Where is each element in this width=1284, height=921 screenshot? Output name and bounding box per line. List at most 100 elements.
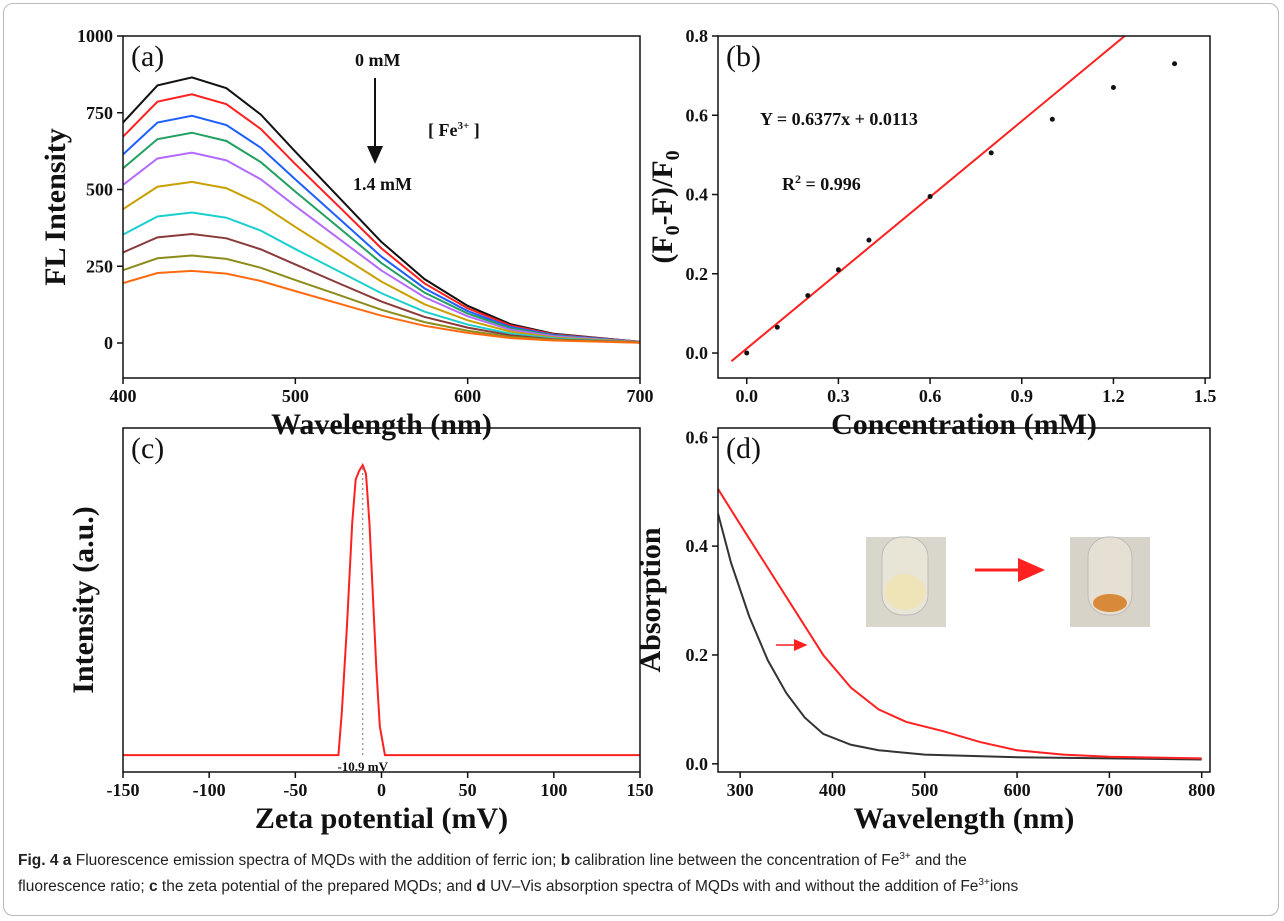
annotation-part: = 0.996: [801, 174, 861, 194]
panel-label: (a): [131, 40, 164, 73]
annotation-part: 3+: [457, 120, 469, 132]
annotation: 0 mM: [355, 50, 400, 70]
annotation-part: 2: [795, 172, 801, 186]
data-point: [774, 324, 780, 330]
series-line: [123, 254, 640, 344]
series-line: [123, 269, 640, 344]
caption-part: fluorescence ratio;: [18, 878, 149, 896]
axes-box: [717, 427, 1211, 773]
plot-area: [123, 462, 640, 757]
figure: 0 mM 1.4 mM [ Fe3+ ] Y = 0.6377x + 0.011…: [39, 26, 1217, 835]
caption-part: and the: [910, 852, 967, 870]
annotation-part: [ Fe: [428, 120, 457, 140]
series-line: [123, 76, 640, 343]
x-tick-label: 600: [1004, 780, 1031, 800]
label-part: (F: [646, 235, 679, 263]
x-axis-label: Zeta potential (mV): [255, 802, 508, 835]
caption-part: UV–Vis absorption spectra of MQDs with a…: [485, 878, 979, 896]
photo-after: [1070, 536, 1150, 627]
y-tick-label: 0.2: [686, 645, 709, 665]
x-axis-label: Wavelength (nm): [271, 408, 492, 441]
caption-label: Fig. 4: [18, 852, 59, 870]
series-line: [718, 513, 1202, 761]
y-axis-label: Absorption: [634, 527, 667, 672]
caption-part: c: [148, 878, 158, 896]
x-tick-label: 700: [1096, 780, 1123, 800]
x-tick-label: 500: [282, 386, 309, 406]
x-axis-label: Concentration (mM): [831, 408, 1097, 441]
data-point: [1049, 116, 1055, 122]
y-tick-label: 250: [86, 256, 113, 276]
data-point: [835, 267, 841, 273]
panel-label: (d): [726, 432, 761, 465]
caption-part: Fluorescence emission spectra of MQDs wi…: [71, 852, 561, 870]
caption-part: b: [560, 852, 571, 870]
y-tick-label: 500: [86, 180, 113, 200]
series-line: [123, 131, 640, 344]
x-tick-label: 100: [540, 780, 567, 800]
x-tick-label: 50: [459, 780, 477, 800]
annotation: 1.4 mM: [353, 174, 412, 194]
label-part: 0: [662, 150, 684, 160]
data-point: [988, 150, 994, 156]
y-tick-label: 0.0: [686, 754, 709, 774]
data-point: [744, 350, 750, 356]
plot-area: [730, 36, 1178, 362]
x-tick-label: 300: [727, 780, 754, 800]
series-line: [123, 233, 640, 344]
x-tick-label: 700: [627, 386, 654, 406]
series-line: [123, 462, 640, 757]
series-line: [123, 211, 640, 344]
y-tick-label: 0.4: [686, 185, 709, 205]
caption-part: a: [62, 852, 72, 870]
x-tick-label: 0.0: [735, 386, 758, 406]
data-point: [805, 293, 811, 299]
y-axis-label: Intensity (a.u.): [67, 506, 100, 694]
series-line: [123, 151, 640, 344]
data-point: [866, 237, 872, 243]
x-tick-label: 400: [110, 386, 137, 406]
y-tick-label: 0.0: [686, 343, 709, 363]
x-tick-label: 150: [627, 780, 654, 800]
x-tick-label: 1.2: [1102, 386, 1125, 406]
caption-part: the zeta potential of the prepared MQDs;…: [157, 878, 477, 896]
x-tick-label: 600: [454, 386, 481, 406]
x-tick-label: 0.9: [1011, 386, 1034, 406]
axes-box: [122, 35, 641, 379]
series-line: [718, 488, 1202, 760]
y-tick-label: 1000: [77, 26, 113, 46]
label-part: -F)/F: [646, 160, 679, 225]
x-tick-label: 1.5: [1194, 386, 1217, 406]
x-tick-label: -150: [107, 780, 140, 800]
caption-part: calibration line between the concentrati…: [570, 852, 900, 870]
series-line: [123, 114, 640, 343]
data-point: [1110, 85, 1116, 91]
y-tick-label: 0.2: [686, 264, 709, 284]
caption-part: 3+: [899, 851, 911, 862]
y-tick-label: 0.6: [686, 427, 709, 447]
data-point: [1172, 61, 1178, 67]
axes-box: [122, 427, 641, 773]
x-tick-label: 0.3: [827, 386, 850, 406]
y-tick-label: 0: [104, 333, 113, 353]
y-tick-label: 0.4: [686, 536, 709, 556]
caption: Fig. 4 a Fluorescence emission spectra o…: [18, 846, 1268, 898]
annotation: [ Fe3+ ]: [428, 120, 480, 140]
annotation-part: ]: [469, 120, 480, 140]
photo-before: [866, 536, 946, 627]
plot-area: [123, 76, 640, 344]
caption-part: d: [476, 878, 486, 896]
x-tick-label: -50: [283, 780, 307, 800]
caption-part: 3+: [978, 877, 990, 889]
y-tick-label: 0.6: [686, 105, 709, 125]
label-part: 0: [662, 225, 684, 235]
y-tick-label: 750: [86, 103, 113, 123]
x-axis-label: Wavelength (nm): [854, 802, 1075, 835]
r-squared: R2 = 0.996: [782, 172, 861, 194]
y-axis-label: FL Intensity: [39, 128, 72, 286]
axes-box: [717, 35, 1211, 379]
x-tick-label: 500: [911, 780, 938, 800]
plot-area: [718, 488, 1202, 761]
data-point: [927, 193, 933, 199]
